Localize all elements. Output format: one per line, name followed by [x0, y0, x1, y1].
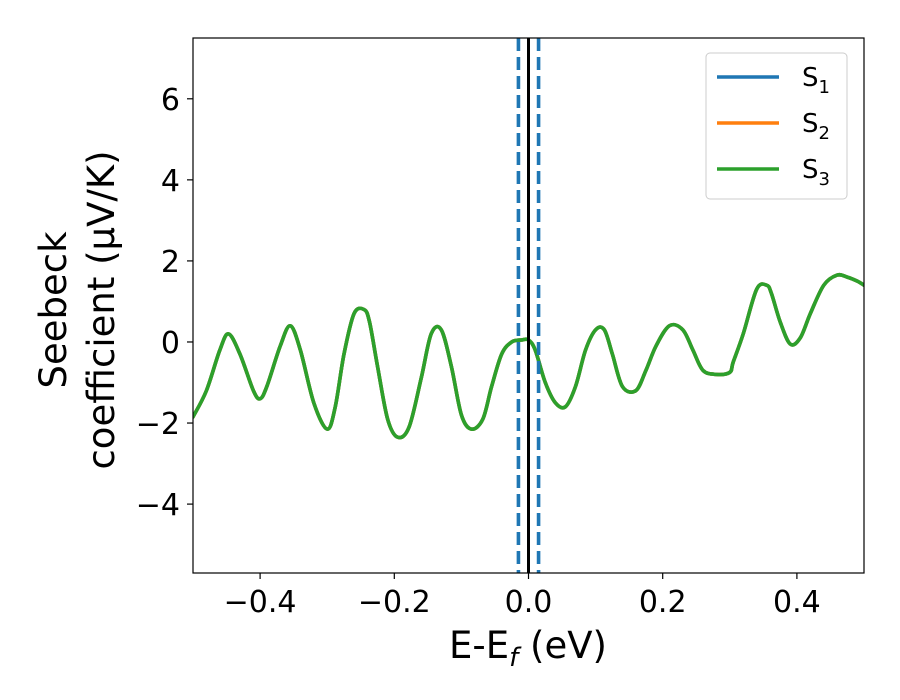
y-tick-label: −4 [136, 488, 180, 523]
legend: S1 S2 S3 [705, 52, 848, 200]
y-tick-label: −2 [136, 407, 180, 442]
x-axis-label: E-Ef (eV) [449, 624, 607, 673]
y-tick-label: 6 [161, 83, 180, 118]
legend-box [705, 52, 848, 200]
x-tick-label: 0.2 [639, 585, 687, 620]
x-tick-label: 0.0 [505, 585, 553, 620]
legend-label-3: S3 [802, 155, 830, 190]
y-axis-label: Seebeck coefficient (μV/K) [32, 150, 123, 469]
x-tick-label: 0.4 [773, 585, 821, 620]
y-tick-label: 0 [161, 326, 180, 361]
x-tick-label: −0.4 [224, 585, 297, 620]
y-tick-label: 2 [161, 245, 180, 280]
legend-items: S1 S2 S3 [717, 63, 830, 190]
x-axis-ticks: −0.4 −0.2 0.0 0.2 0.4 [224, 573, 821, 620]
legend-label-2: S2 [802, 109, 830, 144]
y-axis-label-line2: coefficient (μV/K) [80, 150, 123, 469]
legend-label-1: S1 [802, 63, 830, 98]
y-tick-label: 4 [161, 164, 180, 199]
vline-layer [516, 38, 541, 573]
x-tick-label: −0.2 [358, 585, 431, 620]
y-axis-ticks: −4 −2 0 2 4 6 [136, 83, 193, 523]
y-axis-label-line1: Seebeck [32, 231, 75, 389]
